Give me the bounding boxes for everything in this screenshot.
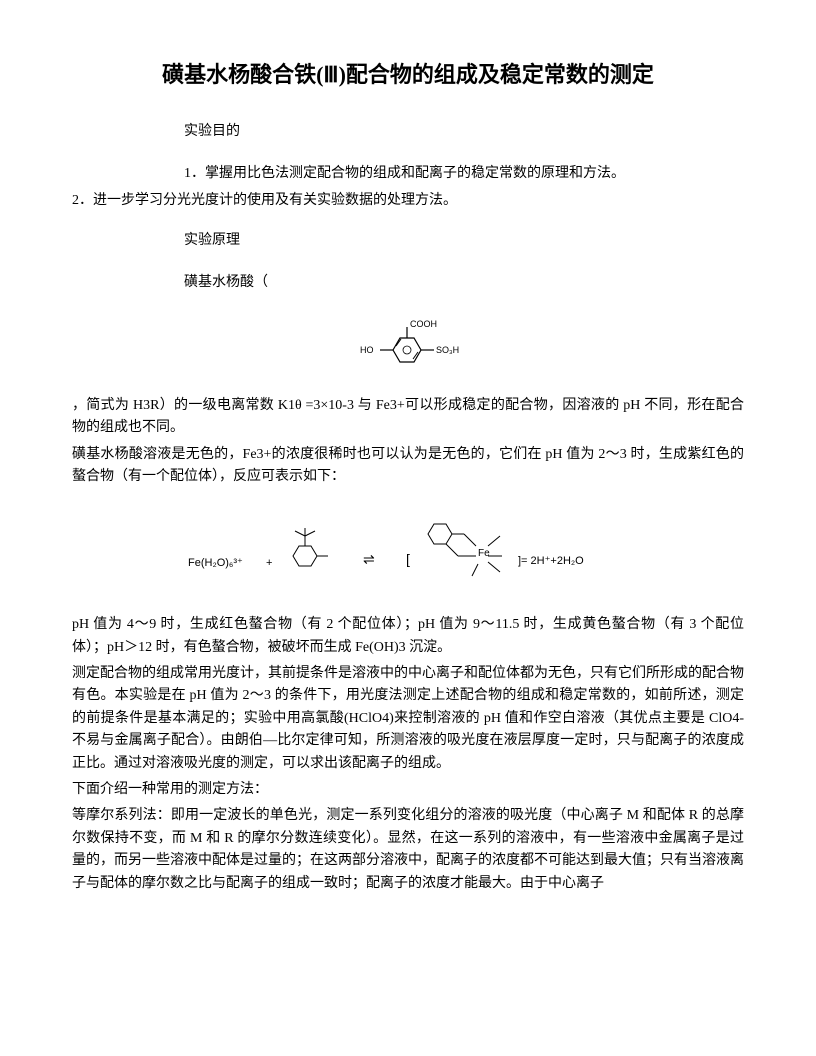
page-title: 磺基水杨酸合铁(Ⅲ)配合物的组成及稳定常数的测定 <box>72 60 744 91</box>
product-tail: ]= 2H⁺+2H₂O <box>518 555 584 567</box>
purpose-item-2: 2．进一步学习分光光度计的使用及有关实验数据的处理方法。 <box>72 190 744 212</box>
equilibrium-arrow: ⇌ <box>363 551 375 567</box>
principle-para-6: 等摩尔系列法：即用一定波长的单色光，测定一系列变化组分的溶液的吸光度（中心离子 … <box>72 805 744 895</box>
plus-sign: + <box>266 557 272 569</box>
product-complex: [ Fe <box>406 524 502 576</box>
principle-lead: 磺基水杨酸（ <box>184 272 744 294</box>
chelation-reaction: Fe(H₂O)₆³⁺ + ⇌ [ Fe ]= 2H⁺+2H₂O <box>72 506 744 596</box>
principle-para-2: 磺基水杨酸溶液是无色的，Fe3+的浓度很稀时也可以认为是无色的，它们在 pH 值… <box>72 444 744 489</box>
principle-para-5: 下面介绍一种常用的测定方法： <box>72 779 744 801</box>
molecule-svg: COOH HO SO₃H <box>338 315 478 385</box>
principle-para-1: ，简式为 H3R）的一级电离常数 K1θ =3×10-3 与 Fe3+可以形成稳… <box>72 395 744 440</box>
reactant-fe: Fe(H₂O)₆³⁺ <box>188 557 243 569</box>
sulfosalicylic-acid-structure: COOH HO SO₃H <box>72 315 744 385</box>
section-heading-principle: 实验原理 <box>184 230 744 252</box>
reaction-svg: Fe(H₂O)₆³⁺ + ⇌ [ Fe ]= 2H⁺+2H₂O <box>158 506 658 596</box>
section-heading-purpose: 实验目的 <box>184 121 744 143</box>
purpose-item-1: 1．掌握用比色法测定配合物的组成和配离子的稳定常数的原理和方法。 <box>184 163 744 185</box>
ho-label: HO <box>360 345 374 355</box>
principle-para-4: 测定配合物的组成常用光度计，其前提条件是溶液中的中心离子和配位体都为无色，只有它… <box>72 663 744 775</box>
principle-para-3: pH 值为 4～9 时，生成红色螯合物（有 2 个配位体）；pH 值为 9～11… <box>72 614 744 659</box>
cooh-label: COOH <box>410 319 437 329</box>
svg-text:Fe: Fe <box>478 548 490 559</box>
svg-text:[: [ <box>406 551 410 567</box>
ligand-structure <box>293 528 328 566</box>
so3h-label: SO₃H <box>436 345 459 355</box>
